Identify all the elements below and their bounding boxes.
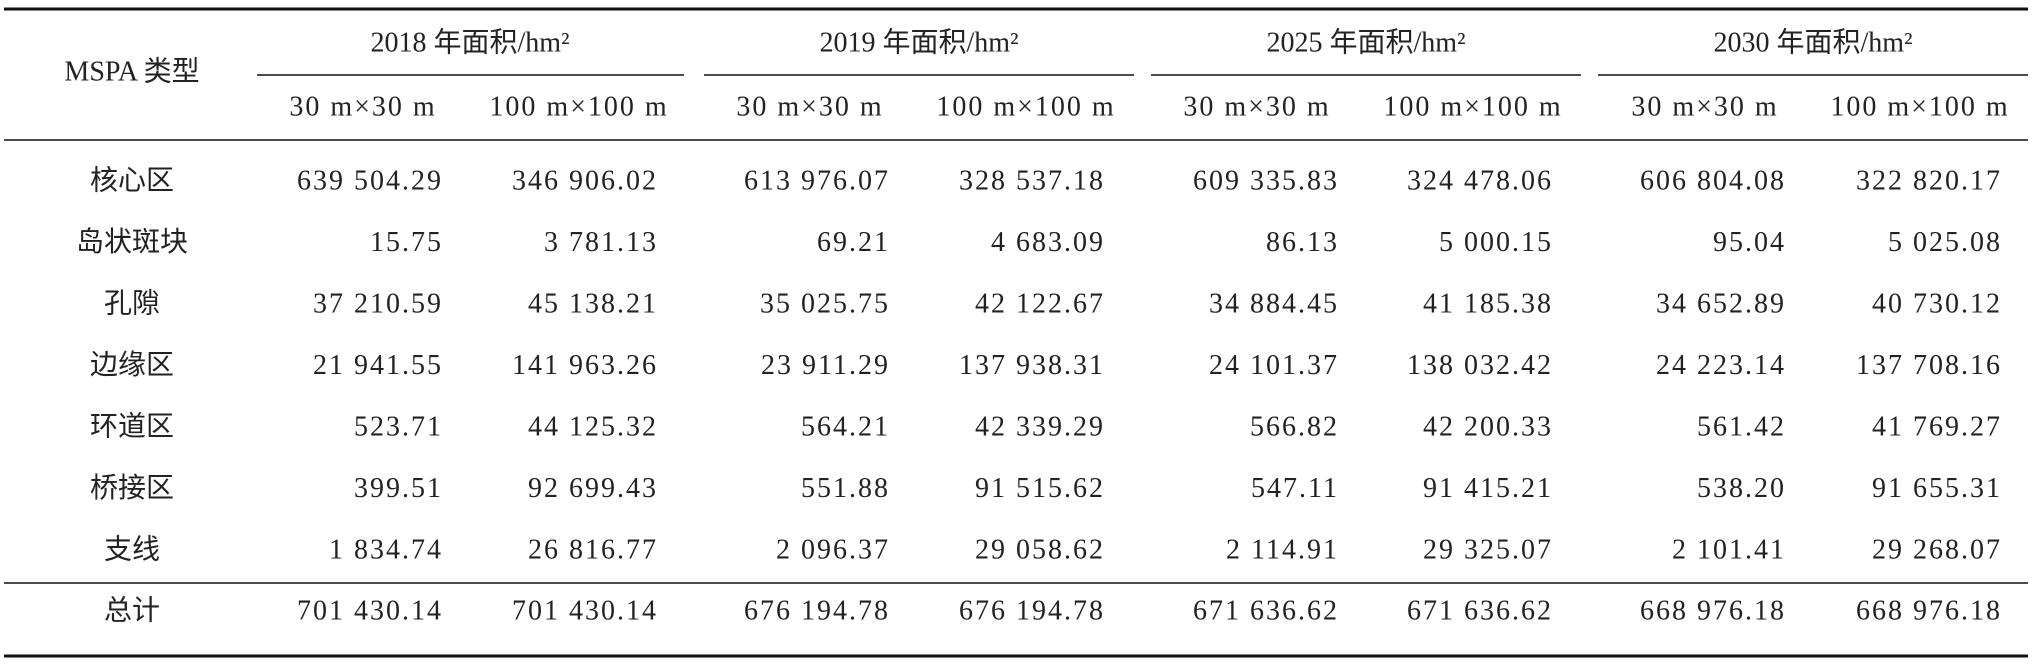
cell: 613 976.07 bbox=[744, 165, 890, 196]
cell: 34 884.45 bbox=[1209, 288, 1339, 319]
cell: 137 708.16 bbox=[1856, 350, 2002, 381]
cell: 42 200.33 bbox=[1423, 411, 1553, 442]
cell: 2 114.91 bbox=[1226, 534, 1339, 565]
cell: 42 339.29 bbox=[975, 411, 1105, 442]
cell: 41 769.27 bbox=[1872, 411, 2002, 442]
cell: 24 101.37 bbox=[1209, 350, 1339, 381]
cell: 69.21 bbox=[817, 227, 890, 258]
cell: 328 537.18 bbox=[959, 165, 1105, 196]
row-label: 支线 bbox=[104, 533, 160, 565]
cell: 1 834.74 bbox=[329, 534, 443, 565]
cell: 676 194.78 bbox=[959, 595, 1105, 626]
cell: 566.82 bbox=[1250, 411, 1339, 442]
row-label: 总计 bbox=[104, 594, 160, 626]
cell: 538.20 bbox=[1697, 473, 1786, 504]
cell: 91 515.62 bbox=[975, 473, 1105, 504]
cell: 523.71 bbox=[354, 411, 443, 442]
group-header: 2019 年面积/hm² bbox=[820, 26, 1019, 58]
row-label: 桥接区 bbox=[90, 472, 174, 504]
cell: 86.13 bbox=[1266, 227, 1339, 258]
cell: 21 941.55 bbox=[313, 350, 443, 381]
cell: 324 478.06 bbox=[1407, 165, 1553, 196]
cell: 44 125.32 bbox=[528, 411, 658, 442]
row-label: 孔隙 bbox=[104, 287, 160, 319]
row-label: 边缘区 bbox=[90, 349, 174, 381]
sub-header: 100 m×100 m bbox=[1383, 91, 1562, 122]
cell: 609 335.83 bbox=[1193, 165, 1339, 196]
row-label: 岛状斑块 bbox=[76, 226, 188, 258]
cell: 24 223.14 bbox=[1656, 350, 1786, 381]
cell: 91 655.31 bbox=[1872, 473, 2002, 504]
cell: 701 430.14 bbox=[297, 595, 443, 626]
cell: 34 652.89 bbox=[1656, 288, 1786, 319]
cell: 671 636.62 bbox=[1407, 595, 1553, 626]
cell: 561.42 bbox=[1697, 411, 1786, 442]
cell: 2 101.41 bbox=[1672, 534, 1786, 565]
cell: 547.11 bbox=[1251, 473, 1339, 504]
sub-header: 100 m×100 m bbox=[489, 91, 668, 122]
cell: 564.21 bbox=[801, 411, 890, 442]
sub-header: 30 m×30 m bbox=[289, 91, 436, 122]
cell: 37 210.59 bbox=[313, 288, 443, 319]
cell: 551.88 bbox=[801, 473, 890, 504]
cell: 668 976.18 bbox=[1856, 595, 2002, 626]
group-header: 2018 年面积/hm² bbox=[371, 26, 570, 58]
cell: 606 804.08 bbox=[1640, 165, 1786, 196]
cell: 40 730.12 bbox=[1872, 288, 2002, 319]
cell: 137 938.31 bbox=[959, 350, 1105, 381]
group-header: 2030 年面积/hm² bbox=[1714, 26, 1913, 58]
cell: 346 906.02 bbox=[512, 165, 658, 196]
cell: 639 504.29 bbox=[297, 165, 443, 196]
cell: 399.51 bbox=[354, 473, 443, 504]
cell: 668 976.18 bbox=[1640, 595, 1786, 626]
cell: 322 820.17 bbox=[1856, 165, 2002, 196]
cell: 92 699.43 bbox=[528, 473, 658, 504]
cell: 5 000.15 bbox=[1439, 227, 1553, 258]
cell: 35 025.75 bbox=[760, 288, 890, 319]
cell: 138 032.42 bbox=[1407, 350, 1553, 381]
group-header: 2025 年面积/hm² bbox=[1267, 26, 1466, 58]
sub-header: 30 m×30 m bbox=[1631, 91, 1778, 122]
cell: 2 096.37 bbox=[776, 534, 890, 565]
cell: 42 122.67 bbox=[975, 288, 1105, 319]
corner-header: MSPA 类型 bbox=[64, 55, 199, 87]
cell: 95.04 bbox=[1713, 227, 1786, 258]
cell: 676 194.78 bbox=[744, 595, 890, 626]
cell: 701 430.14 bbox=[512, 595, 658, 626]
cell: 15.75 bbox=[370, 227, 443, 258]
cell: 671 636.62 bbox=[1193, 595, 1339, 626]
row-label: 环道区 bbox=[90, 410, 174, 442]
cell: 3 781.13 bbox=[544, 227, 658, 258]
sub-header: 100 m×100 m bbox=[1830, 91, 2009, 122]
sub-header: 30 m×30 m bbox=[1183, 91, 1330, 122]
cell: 5 025.08 bbox=[1888, 227, 2002, 258]
cell: 91 415.21 bbox=[1423, 473, 1553, 504]
cell: 45 138.21 bbox=[528, 288, 658, 319]
sub-header: 100 m×100 m bbox=[936, 91, 1115, 122]
cell: 26 816.77 bbox=[528, 534, 658, 565]
cell: 23 911.29 bbox=[761, 350, 890, 381]
cell: 29 058.62 bbox=[975, 534, 1105, 565]
sub-header: 30 m×30 m bbox=[736, 91, 883, 122]
row-label: 核心区 bbox=[90, 164, 174, 196]
cell: 4 683.09 bbox=[991, 227, 1105, 258]
cell: 29 268.07 bbox=[1872, 534, 2002, 565]
cell: 29 325.07 bbox=[1423, 534, 1553, 565]
cell: 41 185.38 bbox=[1423, 288, 1553, 319]
cell: 141 963.26 bbox=[512, 350, 658, 381]
